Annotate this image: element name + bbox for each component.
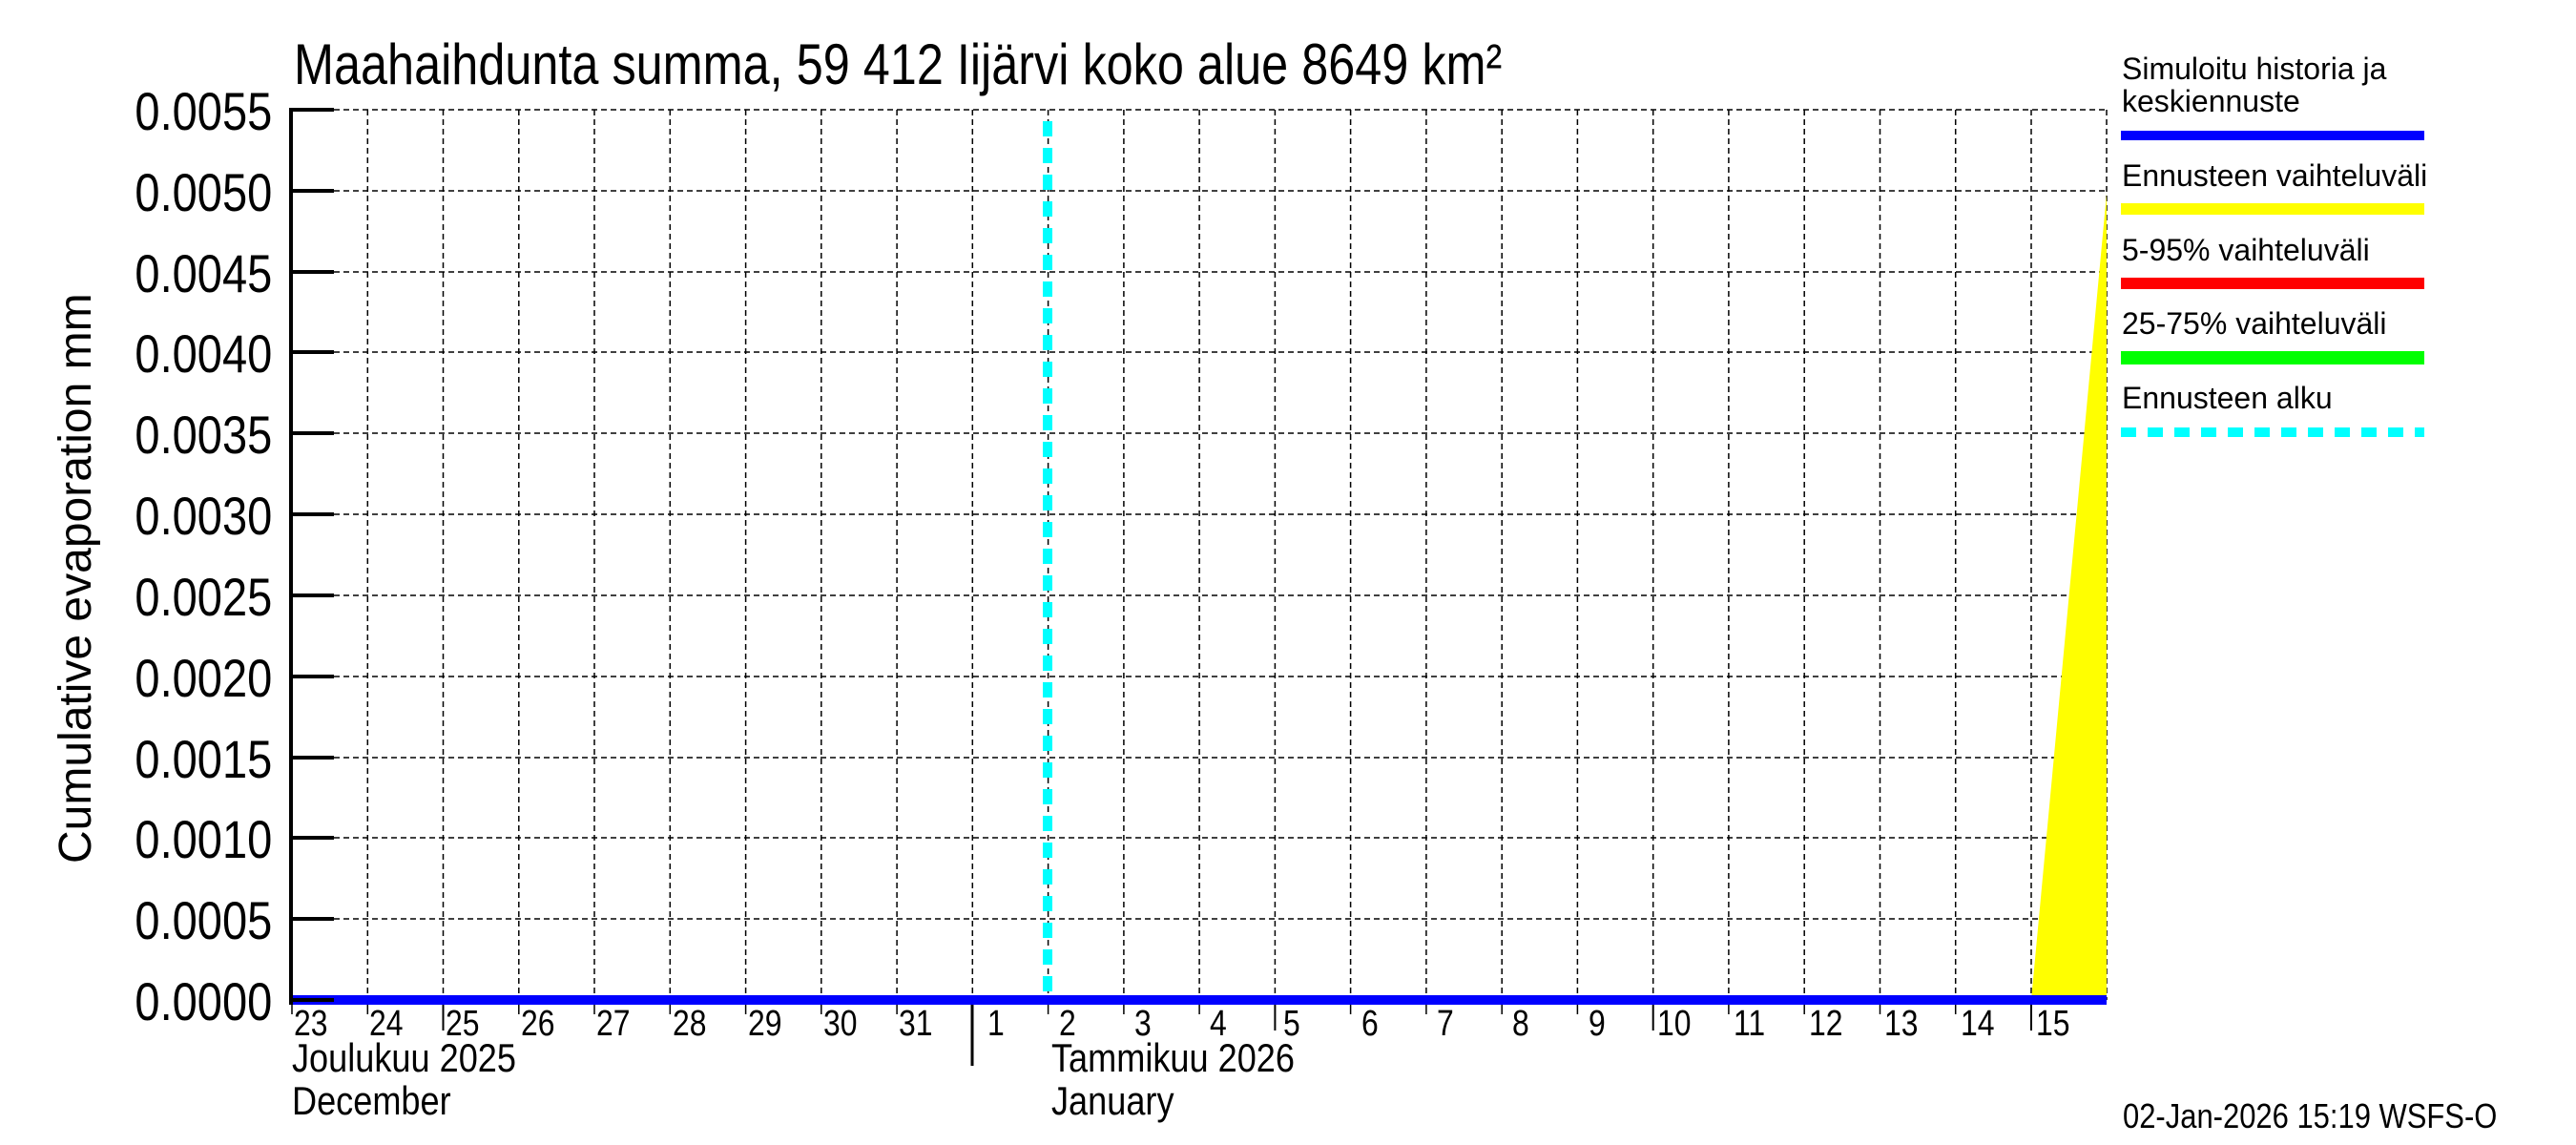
x-tick-label: 6: [1361, 1004, 1379, 1044]
forecast-range-area: [2031, 194, 2107, 1000]
x-tick-label: 26: [521, 1004, 555, 1044]
x-tick-label: 12: [1809, 1004, 1843, 1044]
x-tick-label: 2: [1059, 1004, 1076, 1044]
y-axis-label: Cumulative evaporation mm: [51, 293, 101, 864]
x-tick-label: 28: [673, 1004, 707, 1044]
y-tick-label: 0.0055: [135, 81, 272, 141]
horizontal-gridlines: [334, 109, 2107, 920]
y-tick-label: 0.0005: [135, 890, 272, 950]
timestamp-footer: 02-Jan-2026 15:19 WSFS-O: [2123, 1096, 2498, 1135]
legend-swatch-simulated: [2121, 131, 2424, 140]
y-tick-label: 0.0015: [135, 729, 272, 789]
x-tick-label: 31: [899, 1004, 933, 1044]
month-label-december-fi: Joulukuu 2025: [292, 1035, 516, 1080]
y-tick-label: 0.0010: [135, 809, 272, 869]
legend-label-25-75: 25-75% vaihteluväli: [2122, 306, 2387, 341]
legend-label-5-95: 5-95% vaihteluväli: [2122, 233, 2370, 267]
month-label-january-fi: Tammikuu 2026: [1051, 1035, 1295, 1080]
x-tick-label: 15: [2036, 1004, 2070, 1044]
x-axis-ticks: [291, 1005, 2032, 1030]
legend-swatches: [2121, 131, 2424, 437]
x-tick-label: 11: [1734, 1004, 1766, 1044]
legend-swatch-forecast-range: [2121, 203, 2424, 215]
x-tick-label: 10: [1657, 1004, 1692, 1044]
legend-label-simulated-line2: keskiennuste: [2122, 84, 2300, 118]
y-tick-label: 0.0020: [135, 648, 272, 708]
y-tick-label: 0.0050: [135, 162, 272, 222]
y-tick-label: 0.0025: [135, 567, 272, 627]
x-tick-label: 23: [294, 1004, 328, 1044]
legend-label-simulated-line1: Simuloitu historia ja: [2122, 52, 2387, 86]
legend-label-forecast-start: Ennusteen alku: [2122, 381, 2333, 415]
y-tick-label: 0.0040: [135, 323, 272, 384]
x-tick-label: 30: [823, 1004, 858, 1044]
legend-swatch-25-75: [2121, 351, 2424, 364]
chart-title: Maahaihdunta summa, 59 412 Iijärvi koko …: [294, 32, 1503, 96]
x-tick-label: 9: [1589, 1004, 1606, 1044]
x-tick-label: 8: [1512, 1004, 1529, 1044]
y-tick-label: 0.0045: [135, 243, 272, 303]
y-tick-label: 0.0030: [135, 486, 272, 546]
x-tick-label: 27: [596, 1004, 631, 1044]
x-tick-label: 4: [1210, 1004, 1227, 1044]
x-tick-label: 1: [987, 1004, 1005, 1044]
y-tick-label: 0.0000: [135, 971, 272, 1031]
vertical-gridlines: [366, 110, 2108, 1000]
x-tick-label: 5: [1283, 1004, 1300, 1044]
x-tick-label: 24: [369, 1004, 404, 1044]
x-tick-label: 7: [1437, 1004, 1454, 1044]
legend-swatch-5-95: [2121, 278, 2424, 289]
legend-label-forecast-range: Ennusteen vaihteluväli: [2122, 158, 2428, 193]
month-label-december-en: December: [292, 1078, 451, 1123]
month-label-january-en: January: [1051, 1078, 1174, 1123]
y-axis: [289, 108, 334, 1005]
x-tick-label: 14: [1961, 1004, 1995, 1044]
x-tick-label: 13: [1884, 1004, 1919, 1044]
x-tick-label: 25: [446, 1004, 480, 1044]
x-tick-label: 29: [748, 1004, 782, 1044]
y-tick-label: 0.0035: [135, 405, 272, 465]
x-tick-label: 3: [1134, 1004, 1152, 1044]
